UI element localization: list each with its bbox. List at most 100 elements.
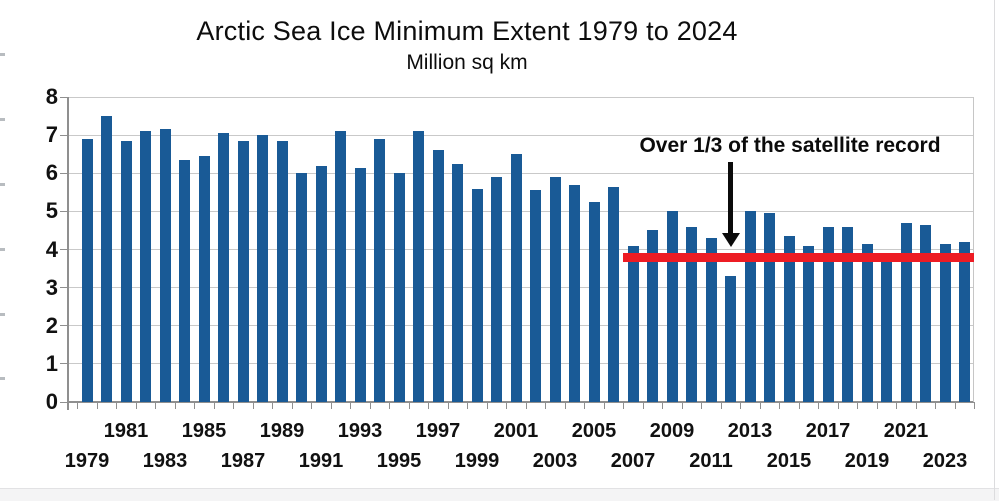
x-axis-line (67, 401, 974, 403)
left-edge-mark-2 (0, 183, 5, 186)
bar-2002 (530, 190, 541, 402)
bar-1980 (101, 116, 112, 402)
x-axis-label-2021: 2021 (883, 420, 929, 442)
bar-2024 (959, 241, 970, 402)
y-axis-label-0: 0 (45, 389, 58, 414)
bar-2001 (510, 154, 522, 402)
bar-2004 (569, 184, 580, 402)
bar-1991 (315, 165, 327, 402)
y-axis-label-6: 6 (45, 160, 58, 186)
bar-1987 (237, 140, 249, 402)
y-axis-line (67, 97, 69, 410)
x-axis-label-1979: 1979 (64, 450, 110, 472)
gridline-y8 (68, 96, 973, 98)
x-tick-12 (311, 402, 313, 409)
x-axis-label-1995: 1995 (376, 450, 422, 472)
bar-1990 (296, 173, 307, 402)
bar-1989 (276, 140, 288, 402)
bar-2021 (900, 222, 912, 402)
x-tick-45 (954, 402, 956, 409)
plot-right-border (973, 97, 974, 402)
x-axis-label-2001: 2001 (493, 420, 539, 442)
x-tick-9 (252, 402, 254, 409)
y-tick-1 (60, 363, 68, 365)
footer-strip (0, 488, 999, 501)
x-axis-label-2015: 2015 (766, 450, 812, 472)
x-tick-18 (428, 402, 430, 409)
y-tick-7 (60, 134, 68, 136)
bar-2018 (842, 226, 853, 402)
bar-2022 (920, 224, 931, 402)
x-tick-15 (369, 402, 371, 409)
x-tick-0 (77, 402, 79, 409)
y-axis-label-1: 1 (45, 350, 58, 376)
x-axis-label-2019: 2019 (844, 450, 890, 472)
x-tick-6 (194, 402, 196, 409)
bar-1995 (393, 173, 405, 402)
bar-2007 (627, 245, 639, 402)
x-tick-3 (135, 402, 137, 409)
x-tick-30 (662, 402, 664, 409)
x-axis-label-1987: 1987 (220, 450, 266, 472)
x-axis-label-1997: 1997 (415, 420, 461, 442)
x-tick-35 (759, 402, 761, 409)
x-axis-label-2013: 2013 (727, 420, 773, 442)
bar-1999 (471, 188, 483, 402)
x-tick-14 (350, 402, 352, 409)
x-tick-22 (506, 402, 508, 409)
x-axis-label-2003: 2003 (532, 450, 578, 472)
x-tick-41 (876, 402, 878, 409)
left-edge-mark-5 (0, 377, 5, 380)
bar-1983 (159, 129, 171, 402)
x-tick-17 (408, 402, 410, 409)
x-axis-label-2005: 2005 (571, 420, 617, 442)
x-tick-16 (389, 402, 391, 409)
x-tick-13 (330, 402, 332, 409)
x-tick-34 (740, 402, 742, 409)
bar-2008 (647, 230, 658, 402)
y-axis-label-4: 4 (45, 236, 58, 262)
bar-1994 (374, 138, 385, 402)
bar-1998 (452, 163, 463, 402)
x-tick-1 (96, 402, 98, 409)
x-tick-36 (779, 402, 781, 409)
bar-2016 (803, 245, 814, 402)
bar-2003 (549, 177, 561, 402)
bar-2000 (491, 177, 502, 402)
bar-1982 (140, 131, 151, 402)
x-tick-5 (174, 402, 176, 409)
y-tick-2 (60, 325, 68, 327)
x-axis-label-1989: 1989 (259, 420, 305, 442)
x-axis-label-2017: 2017 (805, 420, 851, 442)
bar-1993 (354, 167, 366, 402)
x-tick-38 (818, 402, 820, 409)
bar-1996 (413, 131, 424, 402)
bar-2011 (705, 238, 717, 402)
y-tick-8 (60, 96, 68, 98)
x-tick-32 (701, 402, 703, 409)
bar-2019 (861, 243, 873, 402)
left-edge-mark-1 (0, 118, 5, 121)
bar-2010 (686, 226, 697, 402)
x-tick-40 (857, 402, 859, 409)
y-axis-label-2: 2 (45, 312, 58, 338)
bar-2013 (744, 211, 756, 402)
x-axis-label-2007: 2007 (610, 450, 656, 472)
x-axis-label-1993: 1993 (337, 420, 383, 442)
annotation-arrow-down-icon (721, 233, 740, 247)
bar-2012 (725, 276, 736, 402)
x-tick-26 (584, 402, 586, 409)
x-tick-19 (447, 402, 449, 409)
bar-2017 (822, 226, 834, 402)
x-tick-27 (603, 402, 605, 409)
left-edge-mark-4 (0, 313, 5, 316)
x-tick-8 (233, 402, 235, 409)
left-edge-mark-0 (0, 53, 5, 56)
y-axis-label-8: 8 (45, 84, 58, 109)
bar-2023 (939, 243, 951, 402)
bar-2005 (588, 201, 600, 402)
x-tick-23 (525, 402, 527, 409)
right-edge-line (994, 0, 995, 500)
left-edge-mark-3 (0, 248, 5, 251)
